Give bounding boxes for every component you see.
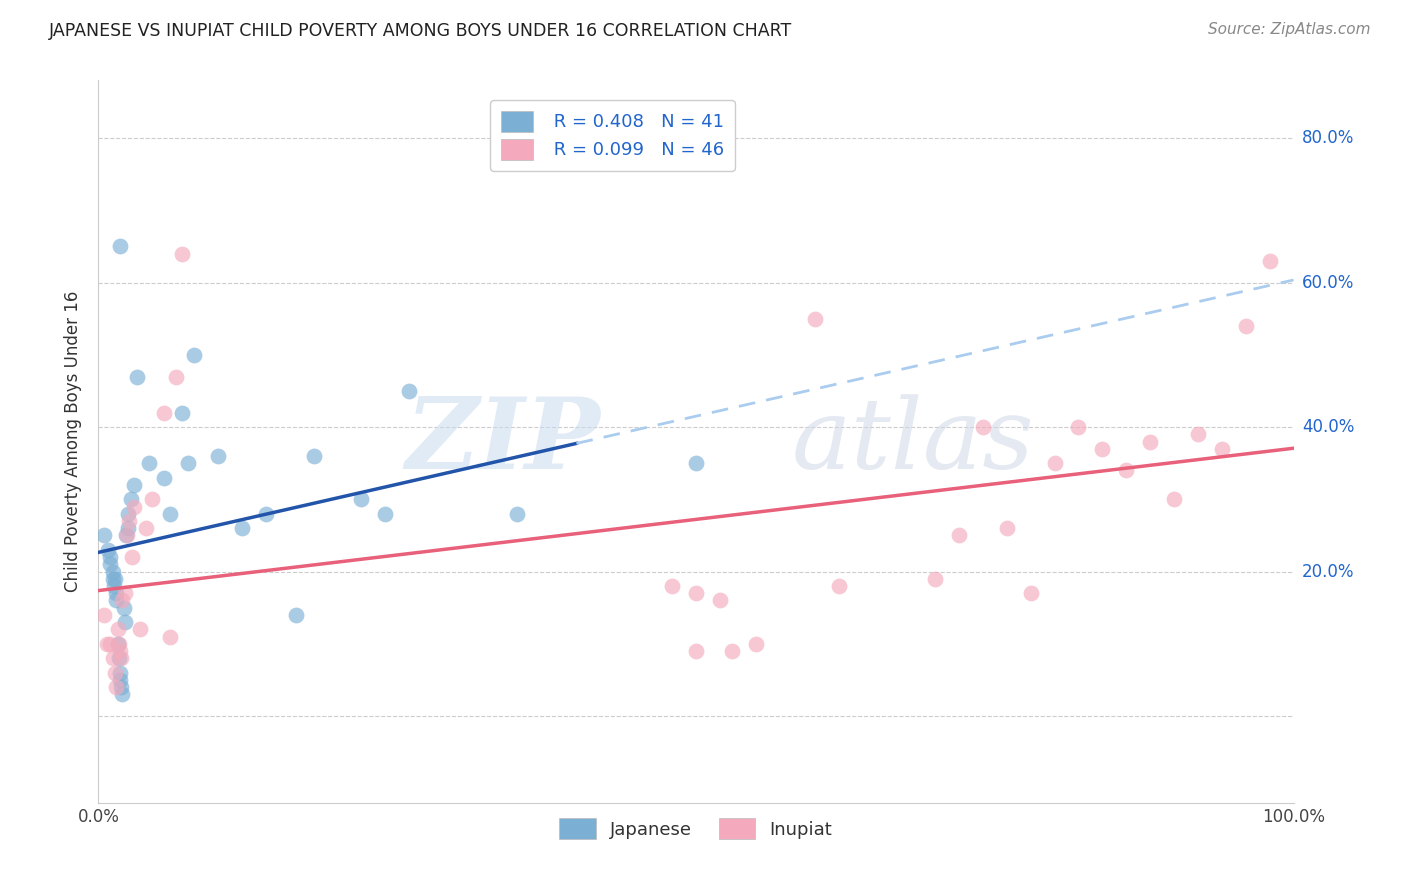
Point	[111, 593, 134, 607]
Point	[117, 521, 139, 535]
Point	[129, 623, 152, 637]
Text: atlas: atlas	[792, 394, 1035, 489]
Point	[721, 644, 744, 658]
Point	[159, 507, 181, 521]
Point	[153, 406, 176, 420]
Point	[1139, 434, 1161, 449]
Point	[93, 528, 115, 542]
Point	[709, 593, 731, 607]
Point	[924, 572, 946, 586]
Point	[685, 586, 707, 600]
Legend: Japanese, Inupiat: Japanese, Inupiat	[551, 809, 841, 848]
Point	[153, 470, 176, 484]
Point	[972, 420, 994, 434]
Y-axis label: Child Poverty Among Boys Under 16: Child Poverty Among Boys Under 16	[65, 291, 83, 592]
Point	[96, 637, 118, 651]
Point	[97, 542, 120, 557]
Point	[159, 630, 181, 644]
Text: 60.0%: 60.0%	[1302, 274, 1354, 292]
Point	[1115, 463, 1137, 477]
Point	[685, 644, 707, 658]
Point	[120, 492, 142, 507]
Point	[121, 550, 143, 565]
Text: ZIP: ZIP	[405, 393, 600, 490]
Point	[1211, 442, 1233, 456]
Point	[105, 680, 128, 694]
Point	[1258, 253, 1281, 268]
Point	[1067, 420, 1090, 434]
Point	[1187, 427, 1209, 442]
Point	[124, 478, 146, 492]
Text: JAPANESE VS INUPIAT CHILD POVERTY AMONG BOYS UNDER 16 CORRELATION CHART: JAPANESE VS INUPIAT CHILD POVERTY AMONG …	[49, 22, 793, 40]
Point	[172, 406, 194, 420]
Text: Source: ZipAtlas.com: Source: ZipAtlas.com	[1208, 22, 1371, 37]
Point	[108, 673, 131, 687]
Point	[107, 637, 129, 651]
Point	[1234, 318, 1257, 333]
Point	[111, 687, 134, 701]
Point	[207, 449, 229, 463]
Point	[110, 651, 132, 665]
Point	[98, 558, 122, 572]
Point	[107, 637, 129, 651]
Point	[745, 637, 768, 651]
Point	[107, 623, 129, 637]
Point	[302, 449, 325, 463]
Point	[98, 550, 122, 565]
Point	[284, 607, 307, 622]
Point	[108, 644, 131, 658]
Point	[125, 369, 148, 384]
Point	[183, 348, 205, 362]
Point	[108, 665, 131, 680]
Point	[135, 521, 157, 535]
Point	[804, 311, 827, 326]
Point	[165, 369, 187, 384]
Point	[110, 680, 132, 694]
Point	[1019, 586, 1042, 600]
Point	[104, 665, 127, 680]
Text: 20.0%: 20.0%	[1302, 563, 1354, 581]
Point	[948, 528, 970, 542]
Point	[104, 572, 127, 586]
Point	[1043, 456, 1066, 470]
Point	[105, 593, 128, 607]
Point	[1091, 442, 1114, 456]
Point	[101, 572, 124, 586]
Point	[107, 651, 129, 665]
Point	[103, 579, 125, 593]
Text: 80.0%: 80.0%	[1302, 129, 1354, 147]
Text: 40.0%: 40.0%	[1302, 418, 1354, 436]
Point	[177, 456, 200, 470]
Point	[506, 507, 529, 521]
Point	[101, 651, 124, 665]
Point	[118, 514, 141, 528]
Point	[114, 586, 136, 600]
Point	[115, 528, 138, 542]
Point	[117, 507, 139, 521]
Point	[105, 586, 128, 600]
Point	[685, 456, 707, 470]
Point	[172, 246, 194, 260]
Point	[124, 500, 146, 514]
Point	[350, 492, 373, 507]
Point	[398, 384, 420, 398]
Point	[93, 607, 115, 622]
Point	[231, 521, 253, 535]
Point	[1163, 492, 1185, 507]
Point	[374, 507, 396, 521]
Point	[114, 615, 136, 630]
Point	[254, 507, 277, 521]
Point	[115, 528, 138, 542]
Point	[101, 565, 124, 579]
Point	[995, 521, 1018, 535]
Point	[828, 579, 851, 593]
Point	[661, 579, 683, 593]
Point	[98, 637, 122, 651]
Point	[138, 456, 160, 470]
Point	[112, 600, 135, 615]
Point	[141, 492, 163, 507]
Point	[108, 239, 131, 253]
